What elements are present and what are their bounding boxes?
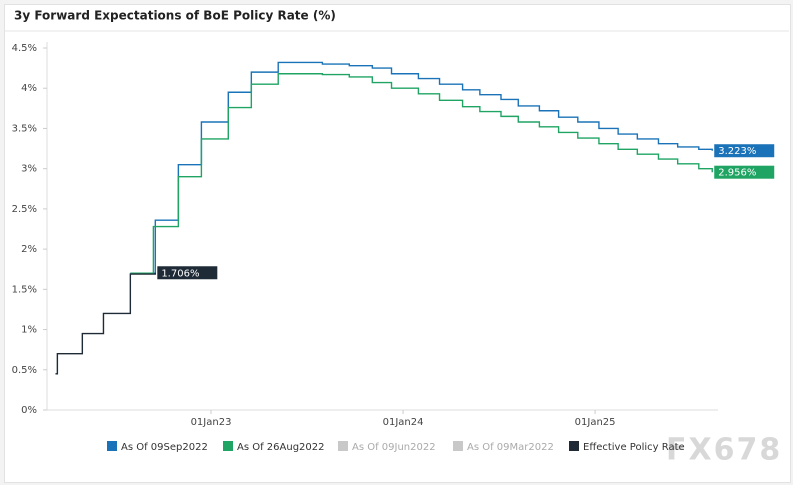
x-tick-label: 01Jan23 <box>191 417 232 428</box>
legend-swatch[interactable] <box>569 441 579 451</box>
y-tick-label: 0.5% <box>12 365 37 376</box>
end-label-box <box>714 165 775 179</box>
end-label: 3.223% <box>718 146 756 157</box>
legend-label[interactable]: As Of 09Mar2022 <box>467 442 554 453</box>
y-tick-label: 4% <box>21 83 37 94</box>
series-line <box>130 61 713 274</box>
end-label-box <box>157 266 218 280</box>
legend-label[interactable]: As Of 09Jun2022 <box>352 442 436 453</box>
end-label: 2.956% <box>718 168 756 179</box>
chart-title: 3y Forward Expectations of BoE Policy Ra… <box>14 9 336 23</box>
end-label-box <box>714 144 775 158</box>
legend-label[interactable]: Effective Policy Rate <box>583 442 685 453</box>
y-tick-label: 2% <box>21 244 37 255</box>
legend-label[interactable]: As Of 09Sep2022 <box>121 442 208 453</box>
y-tick-label: 1.5% <box>12 284 37 295</box>
end-label: 1.706% <box>161 268 199 279</box>
y-tick-label: 3% <box>21 164 37 175</box>
y-tick-label: 0% <box>21 405 37 416</box>
legend-swatch[interactable] <box>107 441 117 451</box>
watermark: FX678 <box>666 433 782 468</box>
y-tick-label: 2.5% <box>12 204 37 215</box>
series-line <box>55 272 157 375</box>
legend-swatch[interactable] <box>223 441 233 451</box>
legend-swatch[interactable] <box>338 441 348 451</box>
x-tick-label: 01Jan24 <box>383 417 424 428</box>
legend-swatch[interactable] <box>453 441 463 451</box>
chart-card <box>4 4 791 483</box>
y-tick-label: 4.5% <box>12 43 37 54</box>
y-tick-label: 3.5% <box>12 123 37 134</box>
y-tick-label: 1% <box>21 325 37 336</box>
legend-label[interactable]: As Of 26Aug2022 <box>237 442 325 453</box>
x-tick-label: 01Jan25 <box>575 417 616 428</box>
series-line <box>130 73 713 274</box>
